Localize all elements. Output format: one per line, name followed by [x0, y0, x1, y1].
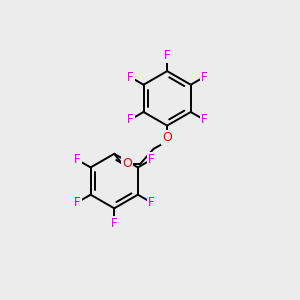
- Text: F: F: [148, 196, 154, 209]
- Text: F: F: [164, 50, 170, 62]
- Text: F: F: [127, 70, 134, 84]
- Text: F: F: [148, 153, 154, 166]
- Text: O: O: [162, 131, 172, 144]
- Text: O: O: [122, 157, 132, 170]
- Text: F: F: [111, 217, 118, 230]
- Text: F: F: [201, 70, 207, 84]
- Text: F: F: [127, 113, 134, 126]
- Text: F: F: [74, 153, 81, 166]
- Text: F: F: [74, 196, 81, 209]
- Text: F: F: [201, 113, 207, 126]
